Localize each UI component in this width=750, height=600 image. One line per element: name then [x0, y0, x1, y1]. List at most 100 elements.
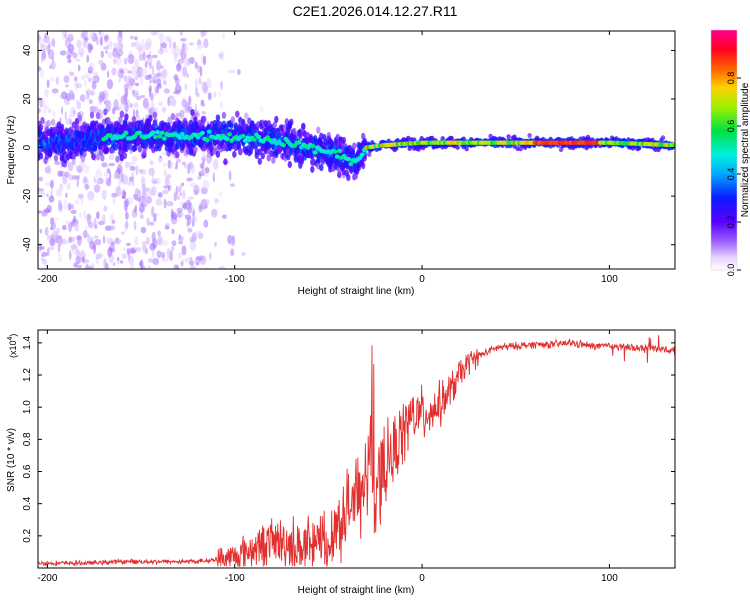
spectrogram-noise-cell: [205, 78, 212, 89]
spectrogram-noise-cell: [94, 179, 102, 184]
spectrogram-noise-cell: [85, 234, 90, 238]
spectrogram-noise-cell: [87, 43, 93, 54]
spectrogram-noise-cell: [108, 162, 116, 167]
spectrogram-cell: [272, 121, 277, 129]
spectrogram-noise-cell: [140, 67, 148, 78]
spectrogram-noise-cell: [181, 258, 188, 262]
snr-series-line: [38, 335, 675, 568]
spectrogram-noise-cell: [160, 46, 164, 55]
spectrogram-noise-cell: [117, 256, 120, 261]
spectrogram-noise-cell: [157, 236, 163, 246]
spectrogram-cell: [356, 164, 361, 172]
spectrogram-noise-cell: [181, 245, 187, 256]
spectrogram-noise-cell: [41, 251, 48, 257]
spectrogram-noise-cell: [173, 192, 177, 202]
spectrogram-cell: [104, 146, 110, 154]
spectrogram-noise-cell: [85, 90, 90, 100]
spectrogram-noise-cell: [93, 235, 99, 239]
spectrogram-noise-cell: [80, 197, 84, 206]
colorbar-label: Normalized spectral amplitude: [740, 82, 750, 217]
spectrogram-cell: [236, 141, 241, 149]
spectrogram-noise-cell: [120, 95, 128, 106]
spectrogram-noise-cell: [132, 89, 135, 95]
spectrogram-noise-cell: [170, 161, 174, 169]
spectrogram-noise-cell: [90, 90, 95, 96]
spectrogram-noise-cell: [189, 241, 197, 251]
spectrogram-frame: [37, 30, 676, 270]
spectrogram-noise-cell: [139, 94, 146, 99]
spectrogram-noise-cell: [145, 187, 150, 192]
spectrogram-noise-cell: [212, 159, 219, 170]
colorbar-tick-label: 0.4: [726, 168, 736, 181]
spectrogram-noise-cell: [61, 31, 68, 35]
spectrogram-noise-cell: [123, 229, 127, 234]
y-tick-label: 0.8: [22, 432, 33, 446]
spectrogram-noise-cell: [120, 260, 124, 264]
spectrogram-noise-cell: [65, 220, 70, 225]
spectrogram-noise-cell: [93, 76, 99, 82]
spectrogram-noise-cell: [95, 253, 102, 260]
spectrogram-noise-cell: [123, 83, 129, 92]
spectrogram-noise-cell: [178, 58, 185, 64]
spectrogram-ridge-cell: [310, 143, 316, 149]
spectrogram-noise-cell: [171, 211, 178, 220]
spectrogram-noise-cell: [100, 50, 105, 59]
spectrogram-noise-cell: [222, 214, 227, 219]
spectrogram-noise-cell: [52, 217, 59, 221]
spectrogram-noise-cell: [148, 85, 153, 93]
spectrogram-noise-cell: [194, 61, 198, 69]
spectrogram-noise-cell: [178, 78, 182, 84]
spectrogram-noise-cell: [173, 104, 176, 108]
spectrogram-noise-cell: [69, 91, 75, 100]
spectrogram-noise-cell: [112, 195, 116, 206]
x-tick-label: -200: [37, 274, 57, 285]
spectrogram-noise-cell: [106, 168, 111, 174]
spectrogram-noise-cell: [164, 225, 170, 230]
spectrogram-noise-cell: [66, 54, 71, 60]
spectrogram-cell: [137, 145, 143, 153]
spectrogram-noise-cell: [65, 171, 70, 178]
spectrogram-noise-cell: [149, 92, 154, 102]
spectrogram-noise-cell: [91, 80, 97, 90]
spectrogram-noise-cell: [177, 211, 183, 218]
spectrogram-noise-cell: [44, 88, 49, 98]
spectrogram-noise-cell: [87, 77, 92, 82]
spectrogram-ridge-cell: [152, 134, 158, 140]
spectrogram-noise-cell: [101, 189, 107, 200]
spectrogram-noise-cell: [134, 58, 139, 69]
spectrogram-noise-cell: [228, 170, 232, 181]
spectrogram-noise-cell: [103, 171, 109, 177]
spectrogram-noise-cell: [230, 238, 236, 247]
spectrogram-cell: [142, 148, 147, 156]
spectrogram-cell: [124, 113, 129, 121]
spectrogram-cell: [131, 115, 137, 123]
spectrogram-cell: [244, 112, 249, 120]
spectrogram-noise-cell: [108, 40, 113, 50]
spectrogram-cell: [100, 154, 105, 162]
spectrogram-noise-cell: [95, 168, 102, 180]
spectrogram-noise-cell: [128, 176, 133, 182]
spectrogram-noise-cell: [144, 60, 148, 69]
spectrogram-noise-cell: [70, 244, 78, 250]
spectrogram-noise-cell: [201, 151, 206, 160]
spectrogram-noise-cell: [61, 238, 67, 245]
spectrogram-noise-cell: [164, 223, 170, 227]
spectrogram-cell: [367, 151, 372, 157]
spectrogram-ridge-cell: [204, 137, 210, 143]
spectrogram-noise-cell: [203, 219, 209, 228]
spectrogram-noise-cell: [133, 102, 139, 109]
spectrogram-noise-cell: [138, 195, 146, 204]
spectrogram-cell: [148, 114, 153, 122]
spectrogram-ridge-cell: [296, 140, 302, 145]
y-tick-label: 0.2: [22, 528, 33, 542]
spectrogram-noise-cell: [187, 196, 194, 200]
spectrogram-noise-cell: [55, 76, 59, 85]
spectrogram-noise-cell: [61, 106, 64, 115]
spectrogram-noise-cell: [66, 182, 71, 191]
spectrogram-noise-cell: [180, 38, 187, 42]
spectrogram-noise-cell: [87, 190, 95, 201]
spectrogram-noise-cell: [130, 262, 135, 269]
snr-ylabel: SNR (10 * v/v): [6, 428, 17, 492]
spectrogram-noise-cell: [38, 108, 42, 114]
spectrogram-noise-cell: [58, 253, 62, 263]
